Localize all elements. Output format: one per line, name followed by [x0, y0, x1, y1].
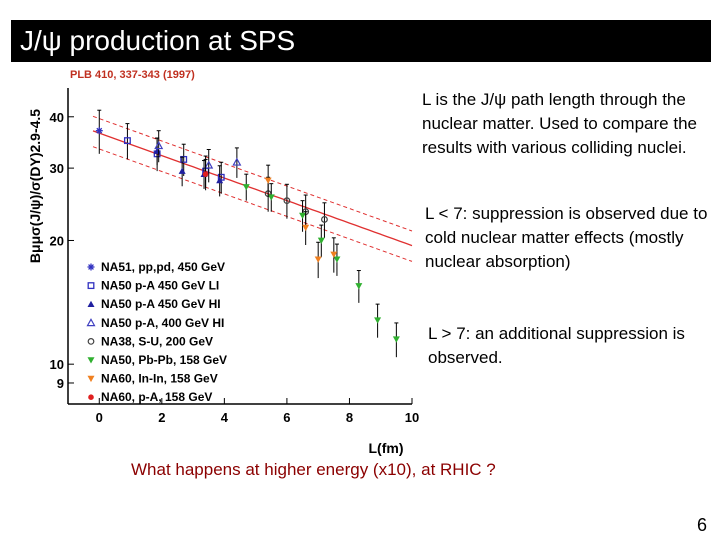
- data-point: [178, 167, 186, 174]
- data-point: [302, 224, 310, 232]
- x-tick-label: 0: [96, 410, 103, 425]
- legend-marker: [87, 263, 95, 271]
- fit-line: [92, 130, 413, 247]
- y-tick-label: 10: [50, 357, 64, 372]
- fit-band-upper: [92, 115, 413, 232]
- legend-label: NA50 p-A, 400 GeV HI: [101, 316, 224, 330]
- y-tick-label: 30: [50, 161, 64, 176]
- data-point: [202, 171, 209, 177]
- x-tick-label: 6: [283, 410, 290, 425]
- data-point: [180, 155, 188, 163]
- legend-label: NA50, Pb-Pb, 158 GeV: [101, 353, 227, 367]
- legend-label: NA60, p-A, 158 GeV: [101, 390, 212, 404]
- legend-marker: [87, 282, 95, 290]
- x-tick-label: 4: [221, 410, 229, 425]
- y-tick-label: 20: [50, 233, 64, 248]
- y-axis-label: Bμμσ(J/ψ)/σ(DY)2.9-4.5: [27, 109, 43, 263]
- legend-marker: [88, 394, 94, 401]
- data-point: [216, 176, 224, 184]
- data-point: [242, 184, 250, 191]
- legend-marker: [86, 318, 96, 327]
- x-tick-label: 8: [346, 410, 353, 425]
- text-path-length: L is the J/ψ path length through the nuc…: [422, 90, 697, 157]
- data-point: [232, 157, 242, 166]
- text-low-l: L < 7: suppression is observed due to co…: [425, 204, 708, 271]
- legend-marker: [87, 375, 95, 383]
- data-point: [299, 212, 307, 220]
- data-point: [267, 194, 275, 201]
- legend-marker: [87, 357, 95, 364]
- citation-text: PLB 410, 337-343 (1997): [70, 69, 195, 81]
- x-axis-label: L(fm): [369, 440, 404, 456]
- x-tick-label: 10: [405, 410, 419, 425]
- data-point: [204, 160, 214, 169]
- text-high-l: L > 7: an additional suppression is obse…: [428, 324, 685, 367]
- legend-label: NA38, S-U, 200 GeV: [101, 334, 213, 348]
- legend-marker: [87, 300, 95, 307]
- jpsi-chart: 0 2 4 6 8 10 9 10 20 30 40 NA51, pp,pd, 450 GeV NA5…: [27, 88, 419, 456]
- data-point: [317, 237, 325, 244]
- data-point: [355, 283, 363, 290]
- slide-title: J/ψ production at SPS: [11, 20, 711, 62]
- y-tick-label: 40: [50, 110, 64, 125]
- legend-label: NA60, In-In, 158 GeV: [101, 372, 218, 386]
- data-point: [330, 251, 338, 258]
- question-text: What happens at higher energy (x10), at …: [131, 460, 496, 479]
- data-point: [314, 256, 322, 263]
- data-point: [392, 336, 400, 343]
- legend-label: NA50 p-A 450 GeV LI: [101, 279, 219, 293]
- legend-label: NA51, pp,pd, 450 GeV: [101, 260, 225, 274]
- data-point: [123, 137, 131, 145]
- legend-label: NA50 p-A 450 GeV HI: [101, 297, 221, 311]
- data-point: [321, 216, 328, 223]
- data-point: [95, 127, 103, 135]
- data-point: [283, 197, 291, 205]
- x-tick-label: 2: [158, 410, 165, 425]
- fit-band-lower: [92, 146, 413, 262]
- y-tick-label: 9: [57, 376, 64, 391]
- page-number: 6: [696, 515, 707, 535]
- legend-marker: [87, 338, 95, 345]
- data-point: [333, 256, 341, 263]
- data-point: [154, 141, 164, 150]
- data-point: [374, 317, 382, 324]
- data-point: [264, 177, 272, 184]
